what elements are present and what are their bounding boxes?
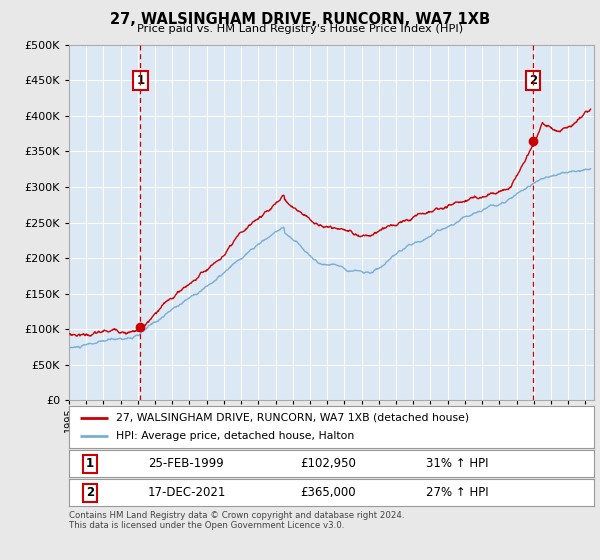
Text: Contains HM Land Registry data © Crown copyright and database right 2024.
This d: Contains HM Land Registry data © Crown c… xyxy=(69,511,404,530)
Text: 27, WALSINGHAM DRIVE, RUNCORN, WA7 1XB: 27, WALSINGHAM DRIVE, RUNCORN, WA7 1XB xyxy=(110,12,490,27)
Text: 31% ↑ HPI: 31% ↑ HPI xyxy=(426,457,488,470)
Text: 27, WALSINGHAM DRIVE, RUNCORN, WA7 1XB (detached house): 27, WALSINGHAM DRIVE, RUNCORN, WA7 1XB (… xyxy=(116,413,469,423)
Text: 2: 2 xyxy=(529,74,537,87)
Text: 2: 2 xyxy=(86,486,94,500)
Text: 25-FEB-1999: 25-FEB-1999 xyxy=(148,457,223,470)
Text: 27% ↑ HPI: 27% ↑ HPI xyxy=(426,486,488,500)
Text: 1: 1 xyxy=(86,457,94,470)
Text: 17-DEC-2021: 17-DEC-2021 xyxy=(148,486,226,500)
Text: Price paid vs. HM Land Registry's House Price Index (HPI): Price paid vs. HM Land Registry's House … xyxy=(137,24,463,34)
Text: 1: 1 xyxy=(136,74,145,87)
Text: £365,000: £365,000 xyxy=(300,486,356,500)
Text: £102,950: £102,950 xyxy=(300,457,356,470)
Text: HPI: Average price, detached house, Halton: HPI: Average price, detached house, Halt… xyxy=(116,431,355,441)
